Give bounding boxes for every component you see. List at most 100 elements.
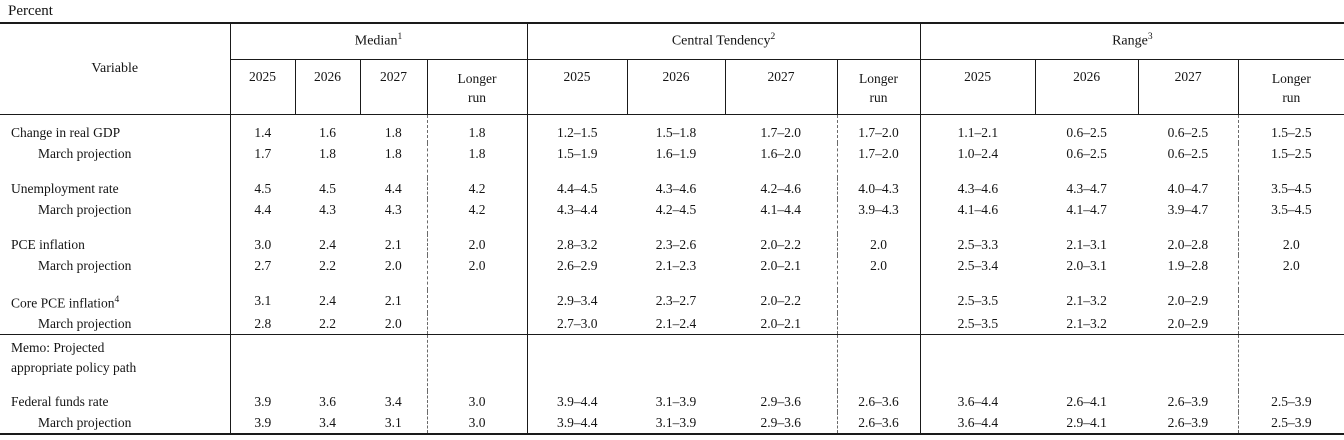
value-cell: 2.1 xyxy=(384,292,402,308)
longer-run-label: Longer run xyxy=(859,70,899,106)
value-cell: 2.6–3.6 xyxy=(836,391,921,412)
value-cell: 4.3 xyxy=(384,201,402,217)
value-cell: 2.0–2.9 xyxy=(1167,316,1209,331)
value-cell: 1.8 xyxy=(384,145,402,161)
memo-row: Memo: Projected appropriate policy path xyxy=(0,334,1344,391)
value-cell xyxy=(426,334,528,391)
value-cell: 1.0–2.4 xyxy=(919,142,1036,178)
value-cell: 2.5–3.3 xyxy=(919,233,1036,255)
value-cell: 4.1–4.7 xyxy=(1066,201,1107,217)
value-cell: 3.5–4.5 xyxy=(1237,198,1344,234)
economic-projections-table: Variable Median1 Central Tendency2 Range… xyxy=(0,22,1344,435)
value-cell: 2.0 xyxy=(836,233,921,255)
footnote-marker: 1 xyxy=(397,32,403,43)
year-header: 2026 xyxy=(626,59,726,115)
value-cell: 2.5–3.5 xyxy=(919,313,1036,335)
longer-run-header: Longer run xyxy=(836,59,921,115)
longer-run-header: Longer run xyxy=(426,59,528,115)
value-cell: 4.2 xyxy=(426,198,528,234)
value-cell xyxy=(1237,313,1344,335)
year-header-row: 2025 2026 2027 Longer run 2025 2026 2027… xyxy=(0,59,1344,115)
value-cell: 2.6–3.9 xyxy=(1167,394,1209,409)
value-cell xyxy=(627,334,726,391)
median-group-header: Median1 xyxy=(229,23,528,60)
value-cell xyxy=(426,289,528,313)
value-cell: 2.0–2.8 xyxy=(1167,236,1209,252)
value-cell: 2.7 xyxy=(229,254,295,290)
row-label: PCE inflation xyxy=(11,236,85,252)
value-cell: 1.6–2.0 xyxy=(760,145,802,161)
value-cell: 2.3–2.7 xyxy=(655,292,697,308)
value-cell: 1.7–2.0 xyxy=(836,142,921,178)
value-cell xyxy=(919,334,1036,391)
table-row: March projection 2.7 2.2 2.0 2.0 2.6–2.9 2.1–2… xyxy=(0,254,1344,290)
value-cell: 2.6–3.6 xyxy=(836,412,921,434)
longer-run-label: Longer run xyxy=(457,70,497,106)
value-cell: 2.5–3.9 xyxy=(1237,412,1344,434)
value-cell: 4.2–4.5 xyxy=(655,201,697,217)
value-cell: 4.3 xyxy=(319,201,336,217)
value-cell: 3.1 xyxy=(229,289,295,313)
value-cell: 3.4 xyxy=(384,394,402,409)
value-cell: 1.7 xyxy=(229,142,295,178)
value-cell: 1.1–2.1 xyxy=(919,114,1036,143)
value-cell: 3.0 xyxy=(426,412,528,434)
value-cell: 2.8–3.2 xyxy=(526,233,628,255)
value-cell xyxy=(1138,334,1239,391)
value-cell: 1.6–1.9 xyxy=(655,145,697,161)
value-cell: 1.5–1.9 xyxy=(526,142,628,178)
value-cell: 2.0–2.1 xyxy=(760,316,802,331)
value-cell xyxy=(426,313,528,335)
value-cell: 0.6–2.5 xyxy=(1167,124,1209,140)
year-header: 2027 xyxy=(359,59,427,115)
value-cell: 2.5–3.5 xyxy=(919,289,1036,313)
value-cell: 1.7–2.0 xyxy=(836,114,921,143)
value-cell: 4.1–4.6 xyxy=(919,198,1036,234)
value-cell: 1.7–2.0 xyxy=(760,124,802,140)
units-label: Percent xyxy=(8,3,53,19)
year-header: 2025 xyxy=(229,59,295,115)
variable-column-header: Variable xyxy=(0,23,230,115)
value-cell: 1.5–2.5 xyxy=(1237,142,1344,178)
table-body: Change in real GDP 1.4 1.6 1.8 1.8 1.2–1.5 1.5… xyxy=(0,114,1344,434)
value-cell: 4.3–4.7 xyxy=(1066,180,1107,196)
value-cell: 0.6–2.5 xyxy=(1066,145,1107,161)
year-header: 2026 xyxy=(294,59,360,115)
value-cell: 2.0–2.1 xyxy=(760,257,802,273)
row-label: Change in real GDP xyxy=(11,124,121,140)
value-cell xyxy=(725,334,838,391)
year-header: 2025 xyxy=(526,59,628,115)
table-row: March projection 4.4 4.3 4.3 4.2 4.3–4.4 4.2–4… xyxy=(0,198,1344,234)
value-cell: 2.1–2.4 xyxy=(655,316,697,331)
value-cell: 1.8 xyxy=(426,114,528,143)
value-cell: 2.1–2.3 xyxy=(655,257,697,273)
value-cell: 1.8 xyxy=(384,124,402,140)
value-cell: 2.0 xyxy=(426,254,528,290)
table-header: Variable Median1 Central Tendency2 Range… xyxy=(0,23,1344,115)
longer-run-header: Longer run xyxy=(1237,59,1344,115)
value-cell: 4.5 xyxy=(319,180,336,196)
footnote-marker: 2 xyxy=(770,32,776,43)
value-cell xyxy=(229,334,295,391)
table-row: Unemployment rate 4.5 4.5 4.4 4.2 4.4–4.5 4.3–… xyxy=(0,177,1344,199)
central-tendency-group-header: Central Tendency2 xyxy=(526,23,921,60)
group-header-row: Variable Median1 Central Tendency2 Range… xyxy=(0,23,1344,115)
central-tendency-label: Central Tendency xyxy=(671,34,771,50)
value-cell xyxy=(360,334,427,391)
value-cell: 2.6–2.9 xyxy=(526,254,628,290)
value-cell: 2.0 xyxy=(1237,254,1344,290)
value-cell: 2.5–3.9 xyxy=(1237,391,1344,412)
value-cell xyxy=(836,313,921,335)
value-cell: 2.7–3.0 xyxy=(526,313,628,335)
row-label: March projection xyxy=(38,415,132,430)
value-cell: 2.9–3.6 xyxy=(760,415,802,430)
value-cell: 3.1–3.9 xyxy=(655,415,697,430)
value-cell: 2.0 xyxy=(384,257,402,273)
variable-header-label: Variable xyxy=(91,60,139,76)
value-cell: 4.2 xyxy=(426,177,528,199)
value-cell: 2.2 xyxy=(319,257,336,273)
row-label: March projection xyxy=(38,257,132,273)
value-cell: 1.4 xyxy=(229,114,295,143)
value-cell: 2.6–3.9 xyxy=(1167,415,1209,430)
